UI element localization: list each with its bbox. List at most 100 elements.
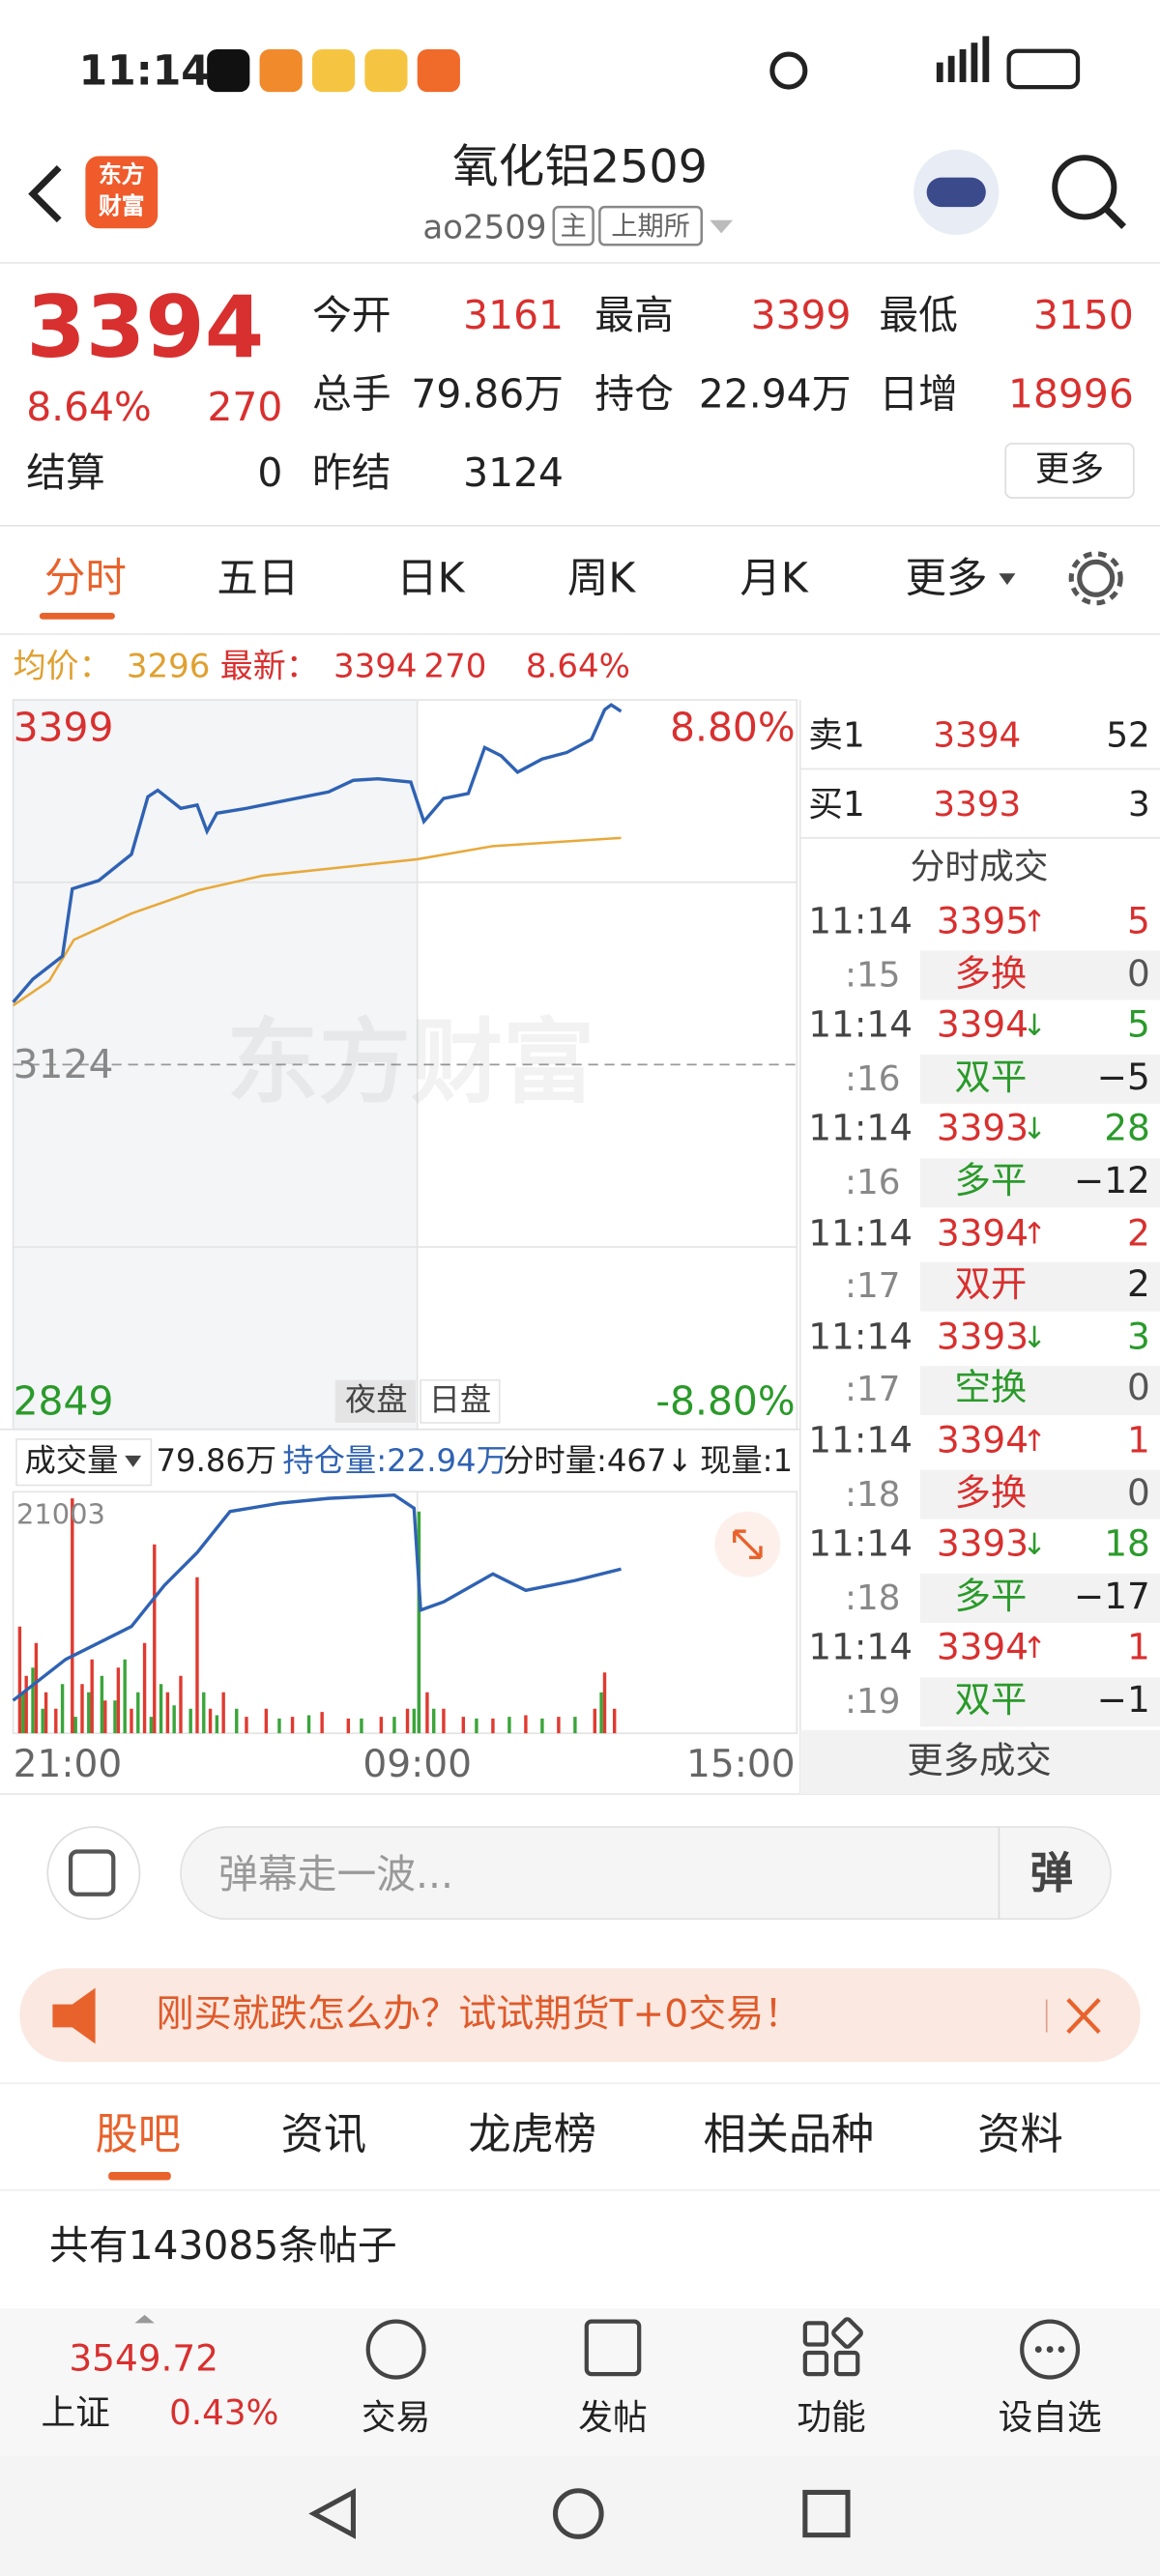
back-button[interactable] bbox=[28, 164, 62, 223]
danmaku-button[interactable]: 弹 bbox=[1030, 1849, 1073, 1899]
time-label: 15:00 bbox=[685, 1744, 796, 1787]
trade-kind: 双平 bbox=[954, 1057, 1028, 1099]
trade-volume: 28 bbox=[1104, 1109, 1150, 1151]
tab[interactable]: 日K bbox=[396, 554, 465, 602]
more-button[interactable]: 更多 bbox=[1034, 449, 1105, 489]
ask-price: 3394 bbox=[933, 715, 1022, 756]
trade-dir: ↑ bbox=[1022, 1424, 1047, 1460]
ask-label: 卖1 bbox=[808, 715, 865, 756]
section-tab[interactable]: 资料 bbox=[977, 2111, 1063, 2161]
trade-volume: 5 bbox=[1126, 1005, 1150, 1048]
volume-max: 21003 bbox=[15, 1498, 105, 1532]
trade-volume: 1 bbox=[1126, 1629, 1150, 1670]
field-value: 3399 bbox=[750, 292, 852, 339]
field-label: 总手 bbox=[311, 371, 392, 418]
tab[interactable]: 更多 bbox=[905, 554, 988, 602]
trade-dir: ↓ bbox=[1022, 1008, 1047, 1044]
trade-price: 3393 bbox=[936, 1109, 1030, 1151]
more-button[interactable] bbox=[1004, 443, 1135, 499]
trade-kind-volume: −12 bbox=[1073, 1161, 1150, 1203]
nav-item[interactable]: 交易 bbox=[361, 2397, 431, 2438]
field-label: 今开 bbox=[311, 292, 392, 339]
nav-back[interactable] bbox=[308, 2488, 356, 2539]
trade-dir: ↑ bbox=[1022, 1216, 1047, 1252]
field-value: 3124 bbox=[463, 449, 564, 497]
trade-dir: ↓ bbox=[1022, 1528, 1047, 1563]
tab[interactable]: 周K bbox=[566, 554, 636, 602]
latest-value: 3394 bbox=[334, 645, 418, 685]
search-button[interactable] bbox=[1052, 155, 1117, 220]
bid-volume: 3 bbox=[1128, 784, 1150, 825]
index-change: 0.43% bbox=[169, 2392, 279, 2433]
watermark: 东方财富 bbox=[226, 1010, 595, 1117]
volume-bars-red bbox=[17, 1498, 617, 1734]
app-logo bbox=[85, 156, 159, 229]
nav-home[interactable] bbox=[552, 2488, 604, 2539]
field-label: 日增 bbox=[879, 371, 958, 418]
trade-second: :15 bbox=[844, 954, 901, 995]
time-label: 09:00 bbox=[362, 1744, 473, 1787]
grid bbox=[13, 700, 798, 1430]
volume-bars-green bbox=[21, 1511, 603, 1734]
badge: 上期所 bbox=[611, 210, 690, 242]
post-count: 共有143085条帖子 bbox=[48, 2222, 397, 2270]
axis-label: -8.80% bbox=[655, 1378, 796, 1425]
promo-banner[interactable] bbox=[19, 1968, 1141, 2063]
section-tab[interactable]: 股吧 bbox=[95, 2111, 181, 2161]
trade-kind-volume: −17 bbox=[1073, 1577, 1150, 1618]
index-value: 3549.72 bbox=[69, 2339, 219, 2381]
comment-input[interactable] bbox=[180, 1826, 1112, 1921]
trade-time: 11:14 bbox=[808, 1317, 914, 1359]
field-label: 昨结 bbox=[311, 449, 392, 497]
volume-menu[interactable]: 成交量 bbox=[24, 1443, 119, 1480]
section-tab[interactable]: 相关品种 bbox=[703, 2111, 875, 2161]
trade-time: 11:14 bbox=[808, 1629, 914, 1670]
index-name: 上证 bbox=[41, 2392, 110, 2433]
latest-label: 最新： bbox=[219, 645, 319, 685]
tab[interactable]: 月K bbox=[740, 554, 808, 602]
trade-time: 11:14 bbox=[808, 1213, 914, 1255]
ask-volume: 52 bbox=[1106, 715, 1150, 756]
row-bg bbox=[919, 1158, 1160, 1208]
trade-time: 11:14 bbox=[808, 1524, 914, 1567]
trade-kind-volume: 0 bbox=[1126, 1369, 1150, 1411]
trade-second: :16 bbox=[844, 1058, 901, 1098]
latest-change: 270 bbox=[423, 645, 487, 685]
danmaku-settings[interactable] bbox=[46, 1826, 141, 1921]
row-bg bbox=[919, 1469, 1160, 1520]
trade-dir: ↑ bbox=[1022, 905, 1047, 941]
row-bg bbox=[919, 1677, 1160, 1727]
tab[interactable]: 分时 bbox=[44, 554, 127, 602]
close-banner[interactable] bbox=[1066, 1998, 1101, 2034]
session-label: 日盘 bbox=[428, 1382, 492, 1419]
code: ao2509 bbox=[422, 207, 547, 246]
nav-item[interactable]: 设自选 bbox=[998, 2397, 1102, 2438]
settings-button[interactable] bbox=[1077, 559, 1116, 597]
logo-text: 财富 bbox=[98, 193, 145, 220]
title: 氧化铝2509 bbox=[452, 139, 708, 194]
trade-price: 3393 bbox=[936, 1524, 1030, 1567]
tab[interactable]: 五日 bbox=[217, 554, 300, 602]
trade-dir: ↓ bbox=[1022, 1113, 1047, 1148]
trade-kind-volume: −5 bbox=[1096, 1057, 1150, 1099]
trade-volume: 3 bbox=[1126, 1317, 1150, 1359]
current-volume: 现量:1 bbox=[700, 1443, 794, 1480]
banner-text: 刚买就跌怎么办？试试期货T+0交易！ bbox=[156, 1993, 802, 2037]
field-value: 3161 bbox=[463, 292, 564, 339]
axis-label: 8.80% bbox=[670, 705, 796, 751]
more-trades[interactable]: 更多成交 bbox=[907, 1741, 1052, 1783]
trade-kind: 空换 bbox=[954, 1369, 1028, 1411]
axis-label: 3399 bbox=[13, 705, 114, 751]
row-bg bbox=[919, 950, 1160, 1000]
nav-item[interactable]: 功能 bbox=[797, 2397, 866, 2438]
trade-kind-volume: 0 bbox=[1126, 953, 1150, 996]
section-tab[interactable]: 龙虎榜 bbox=[468, 2111, 597, 2161]
nav-recent[interactable] bbox=[802, 2489, 851, 2538]
trade-kind: 多换 bbox=[954, 1472, 1028, 1515]
trade-second: :18 bbox=[844, 1473, 901, 1514]
nav-item[interactable]: 发帖 bbox=[578, 2397, 648, 2438]
trade-time: 11:14 bbox=[808, 1421, 914, 1462]
section-tab[interactable]: 资讯 bbox=[280, 2111, 367, 2161]
latest-pct: 8.64% bbox=[525, 645, 630, 685]
trade-time: 11:14 bbox=[808, 1109, 914, 1151]
